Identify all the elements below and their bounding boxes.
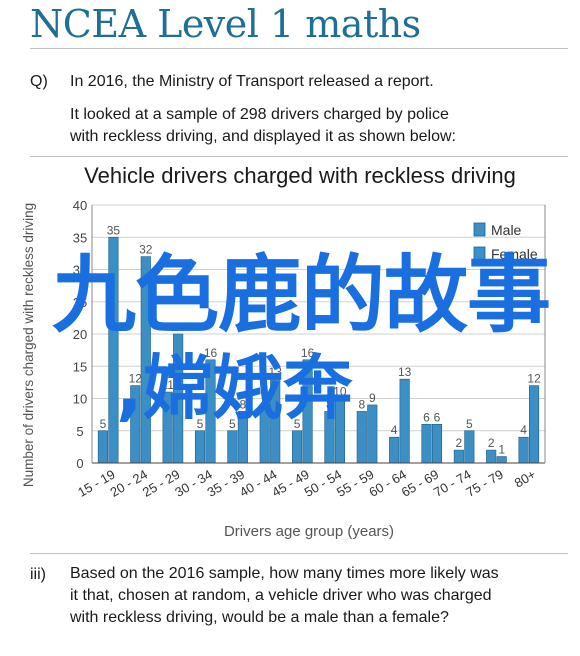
bar-female-7 [324,411,335,464]
y-tick-label: 20 [73,327,87,342]
bar-male-1 [140,256,151,464]
bar-female-11 [453,449,464,464]
bar-label-male-6: 16 [301,346,315,360]
bar-label-male-5: 13 [269,365,283,379]
bar-male-0 [108,236,119,464]
bar-label-female-3: 5 [197,417,204,431]
y-tick-label: 5 [76,424,83,439]
bar-male-6 [302,359,313,464]
part-3-number: iii) [30,566,46,583]
y-tick-label: 0 [76,456,83,471]
bar-label-female-6: 5 [294,417,301,431]
y-tick-label: 30 [73,263,87,278]
bar-female-8 [356,411,367,464]
bar-label-male-12: 1 [498,443,505,457]
bar-male-7 [334,398,345,464]
bar-label-female-11: 2 [456,436,463,450]
bar-female-5 [259,404,270,464]
part-3-line-1: Based on the 2016 sample, how many times… [70,565,499,582]
question-line-1: In 2016, the Ministry of Transport relea… [70,73,434,90]
legend-label-male: Male [491,222,522,238]
bar-male-12 [496,456,507,464]
bar-label-male-11: 5 [466,417,473,431]
bar-label-male-7: 10 [333,385,347,399]
bar-label-male-9: 13 [398,365,412,379]
bar-label-male-4: 8 [240,397,247,411]
legend-label-female: Female [491,246,538,262]
bar-label-male-3: 16 [204,346,218,360]
bar-label-female-2: 11 [161,378,174,392]
bar-female-0 [97,430,108,464]
bar-label-male-1: 32 [139,243,153,257]
y-axis-label: Number of drivers charged with reckless … [21,203,36,487]
x-tick-label: 75 - 79 [463,467,506,500]
bar-label-male-2: 20 [171,320,185,334]
bar-label-female-8: 8 [358,397,365,411]
legend-swatch-male [473,222,486,237]
y-tick-labels: 0 5 10 15 20 25 30 35 40 [73,198,87,471]
bar-female-9 [389,436,400,464]
y-tick-label: 10 [73,392,87,407]
bar-male-9 [399,378,410,464]
bar-male-3 [205,359,216,464]
part-3-line-3: with reckless driving, would be a male t… [70,609,449,626]
chart-top-divider [30,156,568,157]
bar-label-female-12: 2 [488,436,495,450]
bar-female-4 [227,430,238,464]
bar-label-female-10: 6 [423,410,430,424]
bar-female-3 [194,430,206,464]
question-line-2: It looked at a sample of 298 drivers cha… [70,106,449,123]
x-tick-label: 80+ [512,467,539,491]
question-number: Q) [30,73,48,90]
bars [97,236,540,464]
y-tick-label: 25 [73,295,87,310]
bar-label-male-13: 12 [527,372,541,386]
bar-male-11 [464,430,475,464]
part-3-line-2: it that, chosen at random, a vehicle dri… [70,587,492,604]
page-title: NCEA Level 1 maths [30,2,421,46]
bar-label-female-1: 12 [129,372,143,386]
bar-female-6 [292,430,303,464]
bar-female-12 [486,449,497,464]
y-tick-label: 40 [73,198,87,213]
bar-label-male-8: 9 [369,391,376,405]
bar-label-female-7: 8 [326,397,333,411]
bar-label-female-4: 5 [229,417,236,431]
question-line-3: with reckless driving, and displayed it … [70,128,456,145]
bar-label-male-0: 35 [107,223,121,237]
bar-label-male-10: 6 [434,410,441,424]
bar-male-8 [367,404,378,464]
legend-swatch-female [473,246,486,261]
bar-male-10 [431,423,443,464]
bar-female-10 [421,423,432,464]
y-tick-label: 35 [73,230,87,245]
bar-female-1 [130,385,141,464]
y-tick-label: 15 [73,359,87,374]
bar-male-5 [270,378,281,464]
chart-bottom-divider [30,553,568,554]
bar-male-2 [173,333,184,464]
header-divider [30,48,568,49]
bar-label-female-0: 5 [100,417,107,431]
x-axis-label: Drivers age group (years) [224,523,394,540]
legend: Male Female [473,222,538,262]
bar-male-4 [237,411,248,464]
bar-male-13 [529,385,540,464]
bar-label-female-9: 4 [391,423,398,437]
gridlines [92,204,545,432]
bar-label-female-13: 4 [520,423,527,437]
chart-title: Vehicle drivers charged with reckless dr… [84,163,516,188]
bar-label-female-5: 9 [261,391,268,405]
bar-female-13 [518,436,529,464]
bar-female-2 [162,391,173,464]
